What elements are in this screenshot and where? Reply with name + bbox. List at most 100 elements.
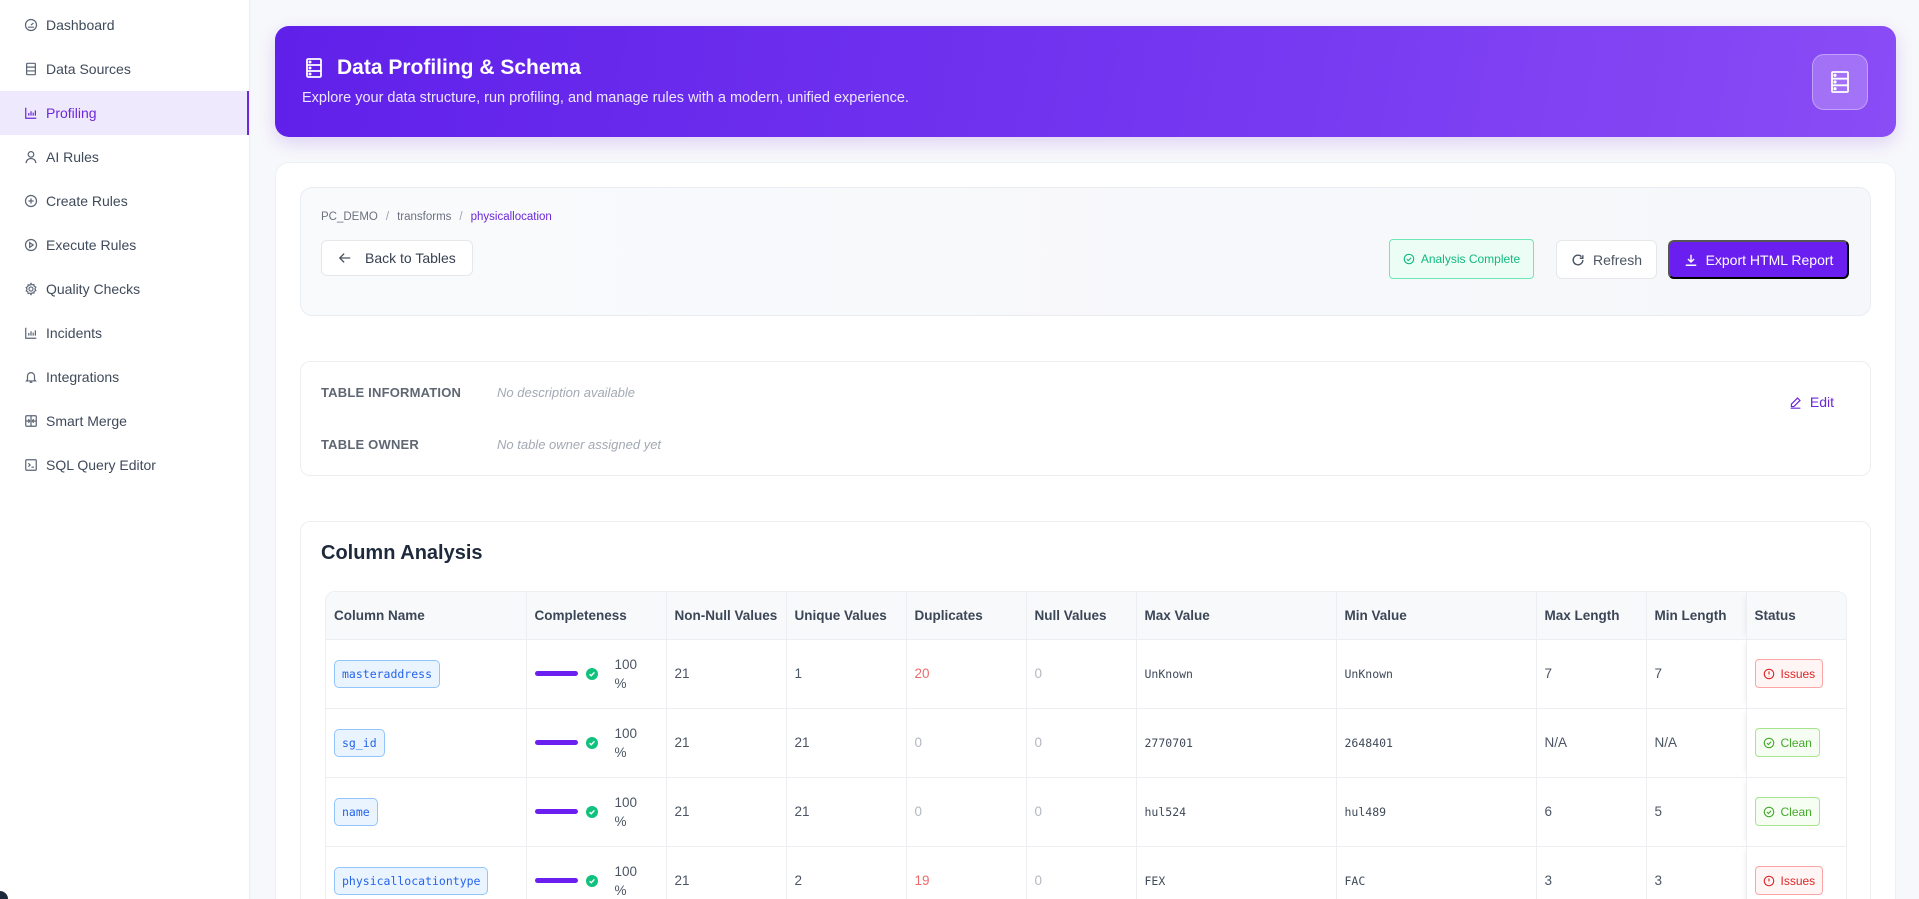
column-name-chip[interactable]: name (334, 797, 378, 826)
cell-unique: 21 (786, 777, 907, 847)
cell-unique: 2 (786, 846, 907, 899)
sidebar-item-create-rules[interactable]: Create Rules (0, 179, 249, 223)
column-analysis-table: Column Name Completeness Non-Null Values… (326, 592, 1846, 899)
table-owner-label: TABLE OWNER (321, 437, 420, 452)
column-name-chip[interactable]: physicallocationtype (334, 866, 489, 895)
completeness-percent: 100 % (614, 794, 638, 829)
sidebar-item-execute-rules[interactable]: Execute Rules (0, 223, 249, 267)
arrow-left-icon (338, 253, 351, 263)
sidebar-item-label: Create Rules (46, 193, 128, 209)
cell-column-name: sg_id (326, 708, 527, 778)
window-corner (0, 891, 8, 899)
cell-min-value: UnKnown (1336, 639, 1537, 709)
breadcrumb-item-table: physicallocation (470, 211, 552, 223)
sidebar-item-data-sources[interactable]: Data Sources (0, 47, 249, 91)
sidebar-item-label: Data Sources (46, 61, 131, 77)
sidebar-item-integrations[interactable]: Integrations (0, 355, 249, 399)
back-to-tables-label: Back to Tables (365, 250, 456, 266)
pencil-icon (1790, 396, 1801, 409)
sidebar-item-sql-query-editor[interactable]: SQL Query Editor (0, 443, 249, 487)
table-row[interactable]: physicallocationtype 100 % 21 2 19 0 FEX… (326, 846, 1846, 899)
breadcrumb-separator: / (385, 211, 390, 223)
table-info-card: TABLE INFORMATION No description availab… (300, 361, 1871, 476)
cell-column-name: masteraddress (326, 639, 527, 709)
header-non-null-values[interactable]: Non-Null Values (666, 592, 787, 640)
sidebar-item-dashboard[interactable]: Dashboard (0, 3, 249, 47)
status-badge: Issues (1754, 659, 1824, 688)
column-name-chip[interactable]: masteraddress (334, 659, 441, 688)
refresh-button[interactable]: Refresh (1556, 240, 1657, 279)
analysis-status-label: Analysis Complete (1420, 252, 1521, 266)
sidebar-item-label: Smart Merge (46, 413, 127, 429)
bar-chart-icon (24, 326, 38, 340)
table-information-label: TABLE INFORMATION (321, 385, 462, 400)
check-circle-icon (585, 736, 598, 749)
breadcrumb-item-schema[interactable]: transforms (397, 211, 452, 223)
cell-max-length: 6 (1536, 777, 1647, 847)
table-row[interactable]: sg_id 100 % 21 21 0 0 2770701 2648401 N/… (326, 708, 1846, 778)
refresh-icon (1572, 253, 1584, 265)
sidebar-item-label: Integrations (46, 369, 120, 385)
sidebar-item-incidents[interactable]: Incidents (0, 311, 249, 355)
table-information-value: No description available (497, 385, 636, 400)
header-column-name[interactable]: Column Name (326, 592, 527, 640)
export-html-report-button[interactable]: Export HTML Report (1668, 240, 1849, 279)
sidebar-item-label: Quality Checks (46, 281, 141, 297)
plus-circle-icon (24, 194, 38, 208)
merge-icon (24, 414, 38, 428)
sidebar-item-ai-rules[interactable]: AI Rules (0, 135, 249, 179)
completeness-percent: 100 % (614, 725, 638, 760)
cell-column-name: name (326, 777, 527, 847)
terminal-icon (24, 458, 38, 472)
bar-chart-icon (24, 106, 38, 120)
column-name-chip[interactable]: sg_id (334, 728, 385, 757)
back-to-tables-button[interactable]: Back to Tables (321, 240, 473, 276)
page-title: Data Profiling & Schema (303, 56, 581, 80)
cell-column-name: physicallocationtype (326, 846, 527, 899)
server-icon (1831, 71, 1849, 93)
header-min-value[interactable]: Min Value (1336, 592, 1537, 640)
completeness-percent: 100 % (614, 863, 638, 898)
header-null-values[interactable]: Null Values (1026, 592, 1137, 640)
check-circle-icon (1763, 737, 1774, 748)
sidebar-item-label: SQL Query Editor (46, 457, 156, 473)
sidebar-item-profiling[interactable]: Profiling (0, 91, 249, 135)
page-subtitle: Explore your data structure, run profili… (302, 90, 909, 106)
cell-max-length: 3 (1536, 846, 1647, 899)
header-min-length[interactable]: Min Length (1646, 592, 1747, 640)
page-title-text: Data Profiling & Schema (337, 56, 581, 79)
header-max-length[interactable]: Max Length (1536, 592, 1647, 640)
completeness-bar (534, 878, 578, 883)
user-icon (24, 150, 38, 164)
status-label: Clean (1780, 735, 1812, 750)
sidebar-item-label: Execute Rules (46, 237, 137, 253)
header-completeness[interactable]: Completeness (526, 592, 667, 640)
refresh-label: Refresh (1592, 251, 1643, 268)
breadcrumb-item-database[interactable]: PC_DEMO (321, 211, 378, 223)
breadcrumb-separator: / (459, 211, 463, 223)
cell-min-value: 2648401 (1336, 708, 1537, 778)
header-max-value[interactable]: Max Value (1136, 592, 1337, 640)
sidebar-item-label: AI Rules (46, 149, 99, 165)
column-analysis-table-wrapper[interactable]: Column Name Completeness Non-Null Values… (325, 591, 1847, 899)
profiling-content-card: PC_DEMO / transforms / physicallocation … (275, 162, 1896, 899)
check-circle-icon (1403, 253, 1415, 265)
check-circle-icon (585, 667, 598, 680)
cell-nulls: 0 (1026, 639, 1137, 709)
database-icon (24, 62, 38, 76)
cell-status: Clean (1746, 777, 1846, 847)
sidebar-item-quality-checks[interactable]: Quality Checks (0, 267, 249, 311)
cell-min-length: 3 (1646, 846, 1747, 899)
edit-table-info-button[interactable]: Edit (1789, 394, 1834, 410)
completeness-bar (534, 809, 578, 814)
table-row[interactable]: masteraddress 100 % 21 1 20 0 UnKnown Un… (326, 639, 1846, 709)
cell-min-length: 7 (1646, 639, 1747, 709)
table-row[interactable]: name 100 % 21 21 0 0 hul524 hul489 6 5 C… (326, 777, 1846, 847)
header-status[interactable]: Status (1746, 592, 1846, 640)
cell-max-value: UnKnown (1136, 639, 1337, 709)
cell-duplicates: 20 (906, 639, 1027, 709)
header-unique-values[interactable]: Unique Values (786, 592, 907, 640)
cell-completeness: 100 % (526, 639, 667, 709)
header-duplicates[interactable]: Duplicates (906, 592, 1027, 640)
sidebar-item-smart-merge[interactable]: Smart Merge (0, 399, 249, 443)
